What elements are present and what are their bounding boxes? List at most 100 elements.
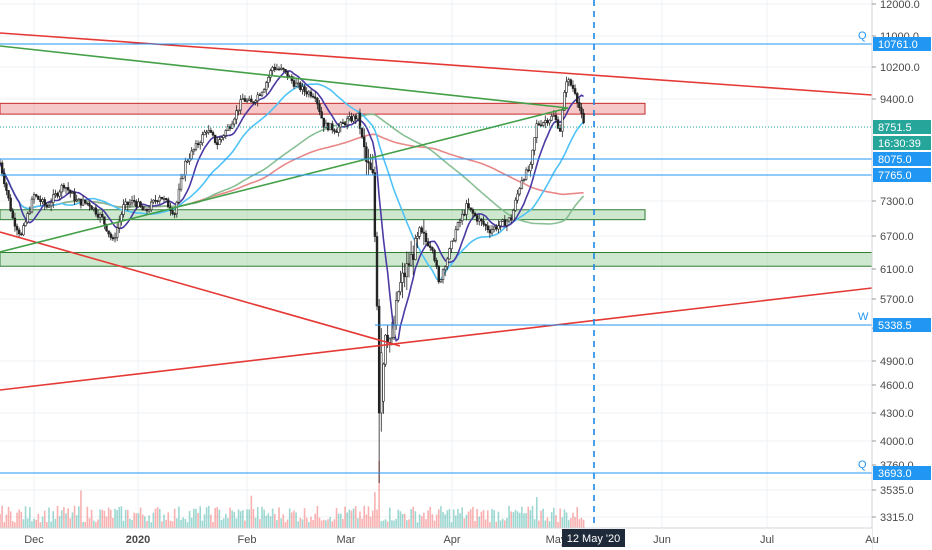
candle-body: [490, 229, 494, 234]
volume-bar: [259, 519, 261, 528]
volume-bar: [450, 522, 453, 528]
volume-bar: [173, 508, 176, 528]
price-level-badge[interactable]: 5338.5: [878, 320, 912, 332]
candle-body: [426, 241, 430, 247]
candle-body: [230, 123, 234, 129]
current-date-badge[interactable]: 12 May '20: [567, 533, 620, 545]
volume-bar: [446, 510, 449, 528]
volume-bar: [320, 520, 323, 528]
price-tick-label: 7300.0: [880, 196, 914, 208]
candle-body: [15, 225, 19, 231]
volume-bar: [75, 515, 78, 528]
price-tick-label: 3535.0: [880, 485, 914, 497]
volume-bar: [561, 517, 564, 528]
candle-body: [86, 202, 89, 205]
volume-bar: [448, 509, 451, 528]
candle-body: [73, 192, 76, 202]
trendline-support[interactable]: [0, 287, 873, 391]
candle-body: [52, 194, 55, 204]
trendline-resistance[interactable]: [0, 32, 873, 96]
time-axis[interactable]: Dec 2020 Feb Mar Apr May Jun Jul Au 12 May '20: [0, 527, 879, 550]
candle-body: [296, 82, 300, 85]
trendline-green-upper[interactable]: [0, 45, 569, 109]
candle-body: [537, 123, 541, 126]
candle-body: [544, 120, 547, 124]
candle-body: [554, 114, 558, 120]
candle-body: [186, 160, 189, 163]
candle-body: [422, 231, 426, 234]
candle-body: [337, 126, 340, 133]
candle-body: [435, 260, 438, 267]
candle-body: [192, 149, 196, 152]
candle-body: [414, 238, 417, 260]
volume-bar: [352, 508, 355, 528]
volume-bar: [346, 512, 348, 528]
price-level-badge-bg: [873, 152, 931, 166]
volume-bar: [148, 515, 150, 528]
volume-bar: [472, 506, 474, 528]
volume-bar: [154, 508, 157, 528]
volume-bar: [457, 508, 459, 528]
candle-body: [377, 305, 381, 414]
candle-body: [350, 116, 353, 122]
trendline-green-lower[interactable]: [0, 107, 569, 253]
candle-body: [475, 215, 479, 222]
price-level-tag: W: [858, 311, 869, 323]
candle-body: [567, 79, 570, 83]
candle-body: [388, 338, 391, 343]
candle-body: [571, 84, 575, 89]
trend-lines[interactable]: [0, 32, 873, 391]
candle-body: [360, 128, 364, 138]
volume-bar: [88, 518, 91, 528]
volume-bar: [273, 513, 276, 528]
candle-body: [501, 219, 504, 222]
volume-bar: [244, 520, 246, 528]
volume-bar: [316, 506, 319, 528]
price-axis[interactable]: 3315.03535.03760.04000.04300.04600.04900…: [871, 0, 932, 550]
candle-body: [286, 71, 289, 78]
volume-bar: [314, 513, 317, 528]
trendline-descending[interactable]: [0, 231, 401, 347]
ma-slow-green: [0, 113, 585, 225]
candle-body: [318, 103, 321, 112]
volume-bar: [516, 511, 519, 528]
volume-bar: [35, 519, 38, 528]
candle-body: [20, 233, 23, 236]
volume-bar: [376, 509, 378, 528]
volume-bar: [82, 521, 84, 528]
volume-bar: [461, 507, 464, 528]
volume-bar: [210, 514, 212, 528]
volume-bar: [435, 514, 438, 528]
price-level-badge[interactable]: 7765.0: [878, 170, 912, 182]
volume-bar: [1, 505, 3, 528]
volume-bar: [365, 514, 368, 528]
candle-body: [84, 199, 87, 204]
volume-bar: [333, 519, 336, 528]
volume-bar: [497, 511, 500, 528]
candle-body: [458, 220, 462, 223]
candle-body: [499, 220, 502, 227]
volume-bar: [156, 507, 159, 528]
current-price-badge[interactable]: 8751.5: [878, 122, 912, 134]
volume-bar: [499, 520, 502, 528]
candle-body: [26, 213, 29, 223]
candle-body: [254, 100, 257, 103]
volume-bar: [114, 508, 116, 528]
price-levels[interactable]: Q W Q: [0, 30, 872, 474]
price-level-badge[interactable]: 10761.0: [878, 39, 918, 51]
countdown-badge[interactable]: 16:30:39: [878, 138, 921, 150]
candle-body: [177, 188, 181, 203]
volume-bar: [11, 521, 14, 528]
volume-bar: [425, 519, 427, 528]
price-level-badge[interactable]: 3693.0: [878, 468, 912, 480]
price-level-badge[interactable]: 8075.0: [878, 154, 912, 166]
volume-bar: [576, 507, 579, 528]
volume-bars: [0, 460, 585, 528]
volume-bar: [48, 507, 50, 528]
candle-body: [209, 130, 213, 133]
volume-bar: [540, 510, 542, 528]
candle-body: [277, 68, 281, 71]
candle-body: [201, 134, 204, 144]
